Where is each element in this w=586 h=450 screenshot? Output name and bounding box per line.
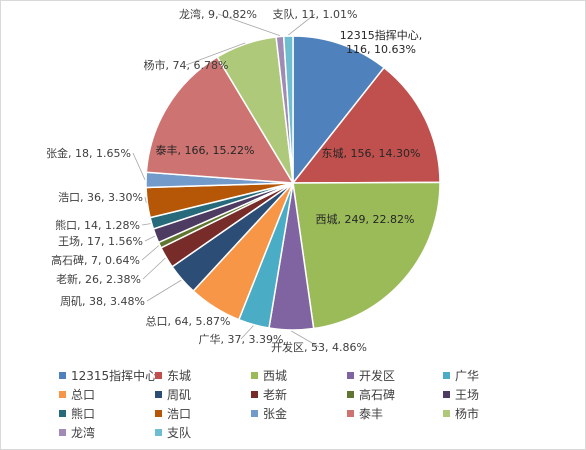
pie-slices xyxy=(145,35,441,331)
legend: 12315指挥中心 东城 西城 开发区 广华总口 周矶 老新 高石碑 王场熊口 浩口 张金 泰丰 杨市龙… xyxy=(59,367,579,440)
legend-label-4: 广华 xyxy=(455,368,480,383)
data-label-7: 老新, 26, 2.38% xyxy=(56,272,141,286)
legend-item-2: 西城 xyxy=(251,367,347,383)
leader-lines xyxy=(132,13,320,348)
legend-swatch-3 xyxy=(347,371,354,379)
legend-label-16: 支队 xyxy=(167,425,192,440)
legend-item-11: 浩口 xyxy=(155,405,251,421)
data-label-6: 周矶, 38, 3.48% xyxy=(60,295,145,308)
data-label-11: 浩口, 36, 3.30% xyxy=(58,191,143,204)
legend-label-10: 熊口 xyxy=(71,406,96,421)
legend-item-6: 周矶 xyxy=(155,386,251,402)
legend-item-5: 总口 xyxy=(59,386,155,402)
legend-item-15: 龙湾 xyxy=(59,424,155,440)
legend-swatch-7 xyxy=(251,390,258,398)
data-labels: 12315指挥中心, 116, 10.63% 东城, 156, 14.30% 西城, … xyxy=(46,7,422,354)
legend-swatch-12 xyxy=(251,409,258,417)
leader-line-14 xyxy=(185,42,246,66)
legend-label-7: 老新 xyxy=(263,387,288,402)
legend-item-12: 张金 xyxy=(251,405,347,421)
legend-label-0: 12315指挥中心 xyxy=(71,368,158,383)
legend-label-9: 王场 xyxy=(455,387,480,402)
pie-slice-13 xyxy=(145,55,295,184)
legend-label-12: 张金 xyxy=(263,406,288,421)
legend-swatch-1 xyxy=(155,371,162,379)
pie-slice-2 xyxy=(292,181,441,330)
legend-item-4: 广华 xyxy=(443,367,539,383)
pie-slice-16 xyxy=(282,35,294,184)
leader-line-4 xyxy=(240,325,254,340)
legend-item-16: 支队 xyxy=(155,424,251,440)
leader-line-3 xyxy=(291,330,320,348)
data-label-0: 12315指挥中心, 116, 10.63% xyxy=(340,28,423,56)
data-label-4: 广华, 37, 3.39% xyxy=(199,332,284,346)
legend-item-1: 东城 xyxy=(155,367,251,383)
legend-label-13: 泰丰 xyxy=(359,406,384,421)
legend-item-14: 杨市 xyxy=(443,405,539,421)
legend-item-3: 开发区 xyxy=(347,367,443,383)
pie-slice-1 xyxy=(291,66,441,184)
leader-line-9 xyxy=(144,235,156,242)
data-label-16: 支队, 11, 1.01% xyxy=(273,7,358,21)
legend-item-9: 王场 xyxy=(443,386,539,402)
legend-item-10: 熊口 xyxy=(59,405,155,421)
leader-line-16 xyxy=(288,13,316,36)
data-label-2: 西城, 249, 22.82% xyxy=(316,213,415,226)
legend-swatch-13 xyxy=(347,409,354,417)
data-label-1: 东城, 156, 14.30% xyxy=(322,147,421,160)
legend-swatch-5 xyxy=(59,390,66,398)
legend-swatch-8 xyxy=(347,390,354,398)
legend-label-14: 杨市 xyxy=(455,406,480,421)
leader-line-7 xyxy=(142,257,166,280)
legend-swatch-14 xyxy=(443,409,450,417)
data-label-5: 总口, 64, 5.87% xyxy=(146,314,231,328)
data-label-3: 开发区, 53, 4.86% xyxy=(271,340,367,354)
legend-label-11: 浩口 xyxy=(167,406,192,421)
legend-label-6: 周矶 xyxy=(167,387,192,402)
leader-line-10 xyxy=(141,223,151,226)
legend-swatch-10 xyxy=(59,409,66,417)
legend-swatch-2 xyxy=(251,371,258,379)
leader-line-6 xyxy=(146,279,182,302)
legend-item-13: 泰丰 xyxy=(347,405,443,421)
data-label-13: 泰丰, 166, 15.22% xyxy=(156,143,255,157)
data-label-15: 龙湾, 9, 0.82% xyxy=(179,7,257,21)
legend-swatch-11 xyxy=(155,409,162,417)
legend-item-0: 12315指挥中心 xyxy=(59,367,158,383)
legend-swatch-0 xyxy=(59,371,66,379)
data-label-14: 杨市, 74, 6.78% xyxy=(144,58,229,72)
legend-swatch-9 xyxy=(443,390,450,398)
legend-label-1: 东城 xyxy=(167,368,192,383)
legend-label-8: 高石碑 xyxy=(359,387,396,402)
leader-line-12 xyxy=(132,152,146,180)
data-label-9: 王场, 17, 1.56% xyxy=(58,234,143,248)
legend-label-5: 总口 xyxy=(71,387,96,402)
legend-label-15: 龙湾 xyxy=(71,425,96,440)
data-label-10: 熊口, 14, 1.28% xyxy=(55,218,140,232)
leader-line-8 xyxy=(141,245,160,261)
legend-swatch-15 xyxy=(59,428,66,436)
data-label-12: 张金, 18, 1.65% xyxy=(46,146,131,160)
legend-label-2: 西城 xyxy=(263,368,288,383)
legend-item-8: 高石碑 xyxy=(347,386,443,402)
legend-swatch-6 xyxy=(155,390,162,398)
legend-item-7: 老新 xyxy=(251,386,347,402)
pie-slice-0 xyxy=(292,35,386,186)
leader-line-11 xyxy=(144,196,147,203)
data-label-8: 高石碑, 7, 0.64% xyxy=(51,253,140,267)
leader-line-15 xyxy=(217,13,280,36)
legend-swatch-16 xyxy=(155,428,162,436)
legend-label-3: 开发区 xyxy=(359,368,396,383)
legend-swatch-4 xyxy=(443,371,450,379)
